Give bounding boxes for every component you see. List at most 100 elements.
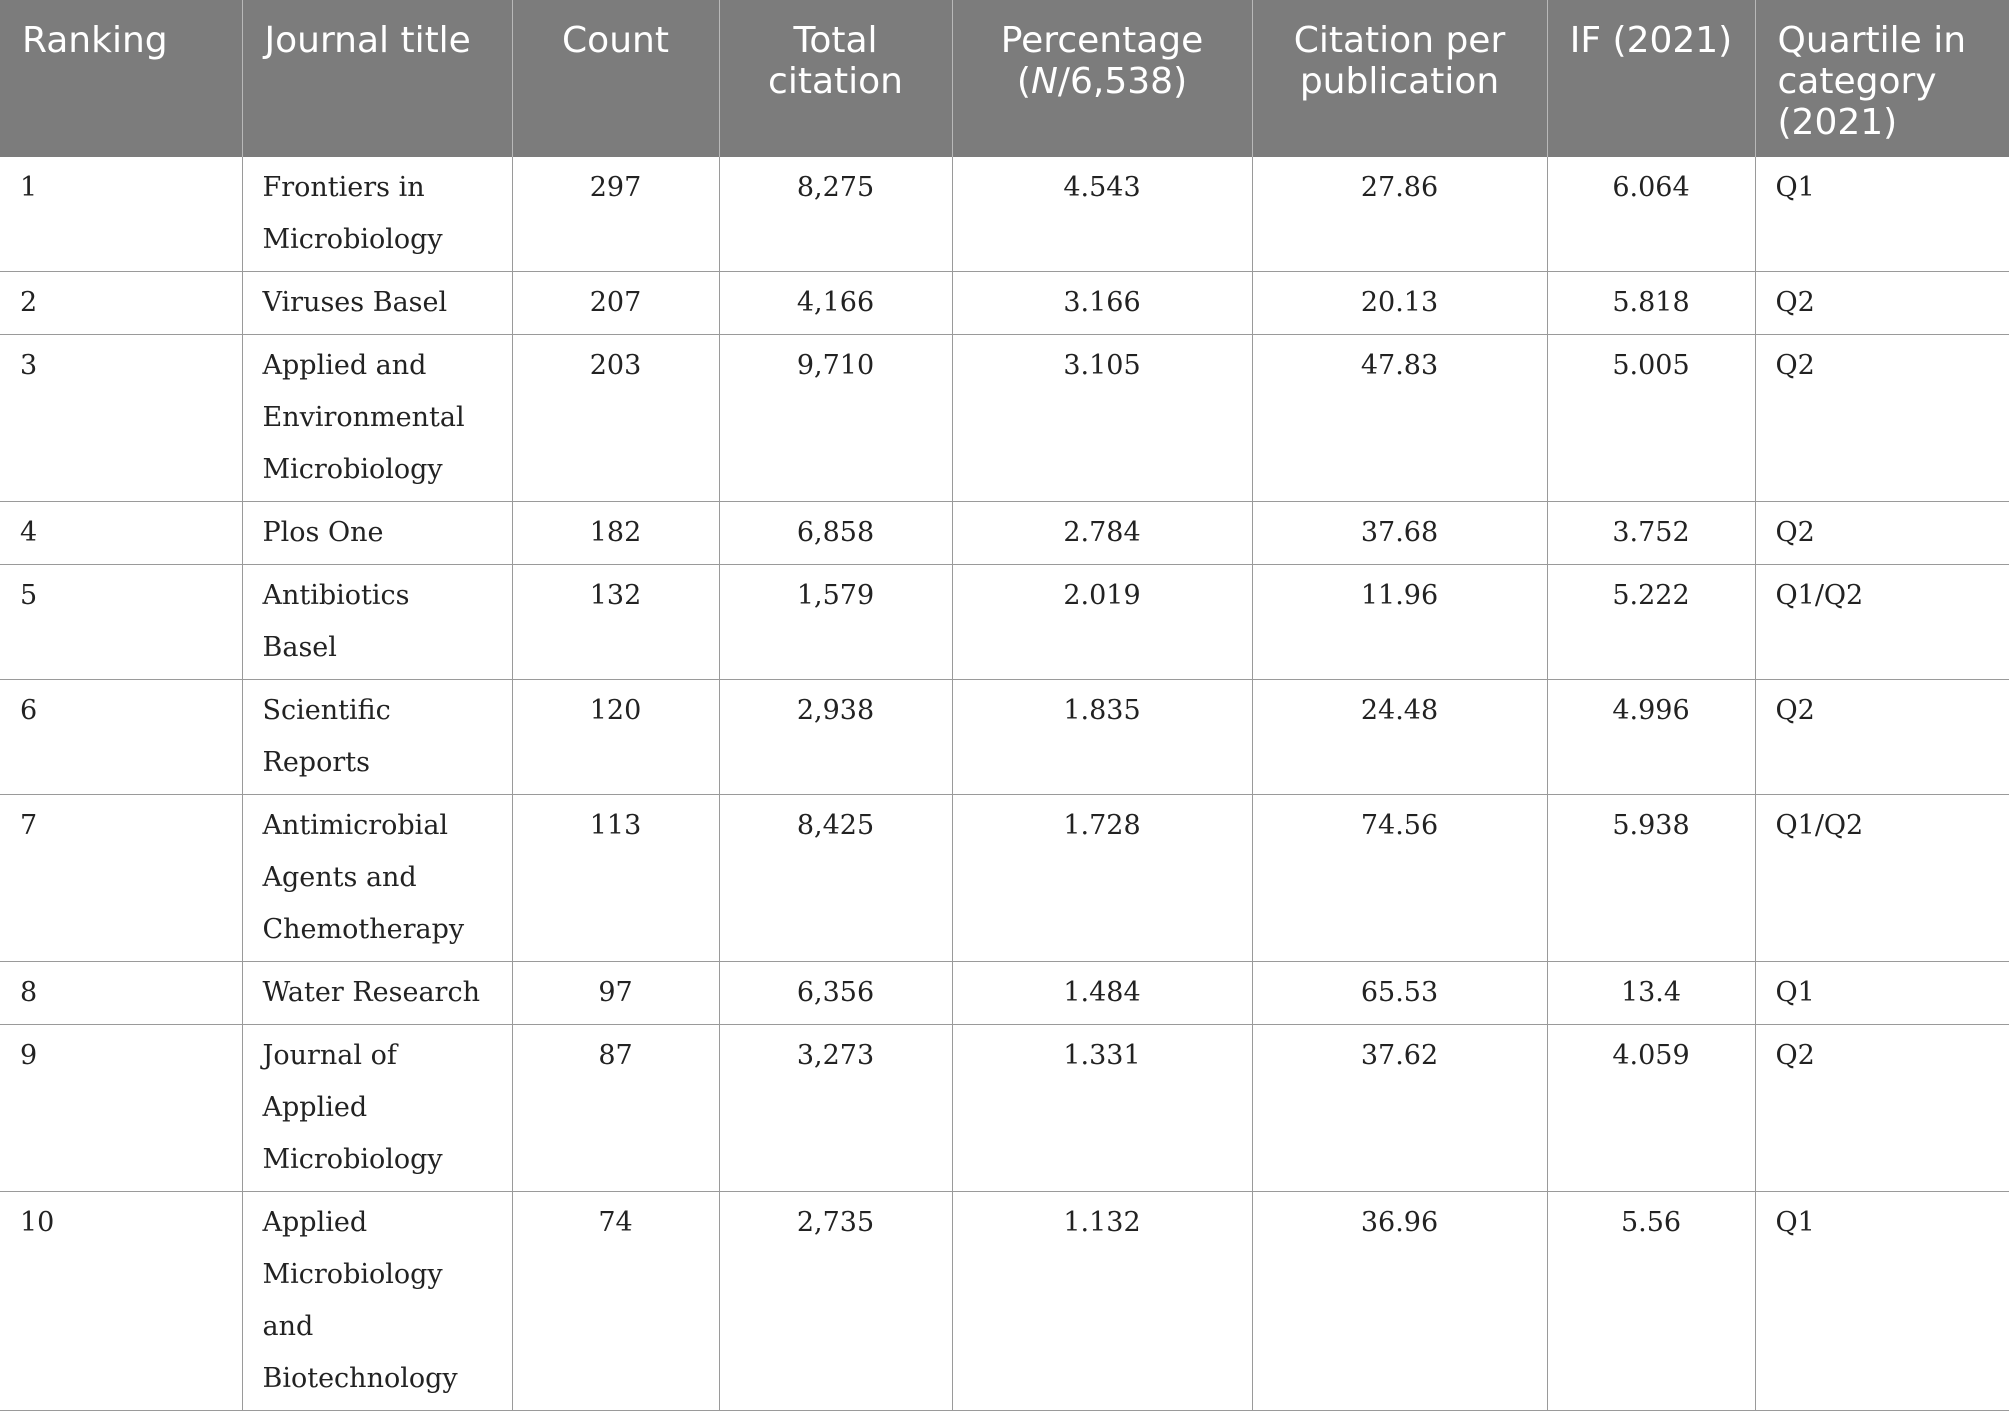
cell-citation-per-publication: 47.83 <box>1252 334 1548 502</box>
cell-count: 132 <box>512 564 720 680</box>
cell-percentage: 1.484 <box>952 961 1253 1025</box>
cell-count: 182 <box>512 501 720 565</box>
header-percentage-pre: Percentage ( <box>1000 20 1204 102</box>
cell-quartile: Q1/Q2 <box>1755 564 2009 680</box>
cell-if-2021: 13.4 <box>1547 961 1756 1025</box>
cell-count: 120 <box>512 679 720 795</box>
cell-ranking: 10 <box>0 1191 243 1411</box>
header-percentage-n: N <box>1030 61 1058 102</box>
cell-ranking: 6 <box>0 679 243 795</box>
cell-ranking: 2 <box>0 271 243 335</box>
cell-count: 97 <box>512 961 720 1025</box>
cell-ranking: 4 <box>0 501 243 565</box>
cell-count: 113 <box>512 794 720 962</box>
table-body: 1 Frontiers in Microbiology 297 8,275 4.543 2… <box>0 157 2009 1411</box>
cell-journal-title: Applied Microbiology and Biotechnology <box>242 1191 513 1411</box>
cell-total-citation: 3,273 <box>719 1024 953 1192</box>
header-count: Count <box>512 0 720 157</box>
header-if-2021: IF (2021) <box>1547 0 1756 157</box>
cell-if-2021: 5.222 <box>1547 564 1756 680</box>
cell-quartile: Q2 <box>1755 1024 2009 1192</box>
cell-quartile: Q2 <box>1755 271 2009 335</box>
cell-quartile: Q2 <box>1755 334 2009 502</box>
cell-total-citation: 1,579 <box>719 564 953 680</box>
table-row: 7 Antimicrobial Agents and Chemotherapy 11… <box>0 794 2009 962</box>
cell-quartile: Q2 <box>1755 679 2009 795</box>
header-citation-per-publication: Citation per publication <box>1252 0 1548 157</box>
cell-ranking: 1 <box>0 157 243 272</box>
cell-quartile: Q1/Q2 <box>1755 794 2009 962</box>
header-total-citation: Total citation <box>719 0 953 157</box>
cell-journal-title: Scientific Reports <box>242 679 513 795</box>
cell-ranking: 7 <box>0 794 243 962</box>
table-row: 9 Journal of Applied Microbiology 87 3,273 1… <box>0 1024 2009 1192</box>
cell-count: 207 <box>512 271 720 335</box>
table-row: 3 Applied and Environmental Microbiology 2… <box>0 334 2009 502</box>
cell-percentage: 1.331 <box>952 1024 1253 1192</box>
cell-count: 203 <box>512 334 720 502</box>
cell-percentage: 4.543 <box>952 157 1253 272</box>
cell-if-2021: 5.005 <box>1547 334 1756 502</box>
header-ranking: Ranking <box>0 0 243 157</box>
cell-ranking: 3 <box>0 334 243 502</box>
cell-if-2021: 5.56 <box>1547 1191 1756 1411</box>
table-row: 5 Antibiotics Basel 132 1,579 2.019 11.96 5.22… <box>0 564 2009 680</box>
cell-citation-per-publication: 74.56 <box>1252 794 1548 962</box>
cell-percentage: 1.728 <box>952 794 1253 962</box>
cell-ranking: 5 <box>0 564 243 680</box>
cell-citation-per-publication: 36.96 <box>1252 1191 1548 1411</box>
cell-total-citation: 4,166 <box>719 271 953 335</box>
cell-journal-title: Plos One <box>242 501 513 565</box>
cell-journal-title: Applied and Environmental Microbiology <box>242 334 513 502</box>
cell-percentage: 1.835 <box>952 679 1253 795</box>
cell-if-2021: 5.938 <box>1547 794 1756 962</box>
cell-total-citation: 8,425 <box>719 794 953 962</box>
cell-quartile: Q1 <box>1755 961 2009 1025</box>
cell-quartile: Q1 <box>1755 1191 2009 1411</box>
cell-count: 74 <box>512 1191 720 1411</box>
cell-ranking: 8 <box>0 961 243 1025</box>
cell-ranking: 9 <box>0 1024 243 1192</box>
cell-citation-per-publication: 24.48 <box>1252 679 1548 795</box>
header-percentage-post: /6,538) <box>1057 61 1188 102</box>
cell-quartile: Q1 <box>1755 157 2009 272</box>
cell-if-2021: 4.059 <box>1547 1024 1756 1192</box>
cell-if-2021: 3.752 <box>1547 501 1756 565</box>
cell-journal-title: Frontiers in Microbiology <box>242 157 513 272</box>
cell-citation-per-publication: 37.68 <box>1252 501 1548 565</box>
cell-percentage: 2.784 <box>952 501 1253 565</box>
cell-percentage: 3.166 <box>952 271 1253 335</box>
cell-percentage: 1.132 <box>952 1191 1253 1411</box>
cell-journal-title: Water Research <box>242 961 513 1025</box>
cell-total-citation: 2,938 <box>719 679 953 795</box>
cell-journal-title: Antibiotics Basel <box>242 564 513 680</box>
header-quartile: Quartile in category (2021) <box>1755 0 2009 157</box>
cell-total-citation: 6,858 <box>719 501 953 565</box>
cell-citation-per-publication: 65.53 <box>1252 961 1548 1025</box>
cell-journal-title: Antimicrobial Agents and Chemotherapy <box>242 794 513 962</box>
table-row: 10 Applied Microbiology and Biotechnology… <box>0 1191 2009 1411</box>
cell-count: 87 <box>512 1024 720 1192</box>
table-row: 2 Viruses Basel 207 4,166 3.166 20.13 5.818 Q2 <box>0 271 2009 335</box>
cell-journal-title: Journal of Applied Microbiology <box>242 1024 513 1192</box>
cell-if-2021: 4.996 <box>1547 679 1756 795</box>
cell-count: 297 <box>512 157 720 272</box>
cell-percentage: 3.105 <box>952 334 1253 502</box>
header-percentage: Percentage (N/6,538) <box>952 0 1253 157</box>
table-header-row: Ranking Journal title Count Total citati… <box>0 0 2009 157</box>
cell-total-citation: 9,710 <box>719 334 953 502</box>
header-journal-title: Journal title <box>242 0 513 157</box>
cell-citation-per-publication: 20.13 <box>1252 271 1548 335</box>
cell-journal-title: Viruses Basel <box>242 271 513 335</box>
cell-percentage: 2.019 <box>952 564 1253 680</box>
cell-if-2021: 5.818 <box>1547 271 1756 335</box>
cell-if-2021: 6.064 <box>1547 157 1756 272</box>
cell-citation-per-publication: 11.96 <box>1252 564 1548 680</box>
cell-total-citation: 2,735 <box>719 1191 953 1411</box>
table-row: 6 Scientific Reports 120 2,938 1.835 24.48 4.9… <box>0 679 2009 795</box>
cell-citation-per-publication: 37.62 <box>1252 1024 1548 1192</box>
table-row: 8 Water Research 97 6,356 1.484 65.53 13.4 Q1 <box>0 961 2009 1025</box>
table-row: 4 Plos One 182 6,858 2.784 37.68 3.752 Q2 <box>0 501 2009 565</box>
